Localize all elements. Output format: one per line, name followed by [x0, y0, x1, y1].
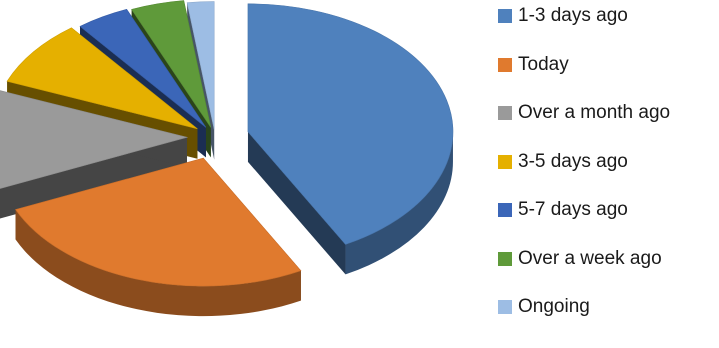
pie-slice [6, 27, 198, 130]
legend-label: 3-5 days ago [518, 150, 628, 172]
legend-item: 5-7 days ago [498, 199, 718, 220]
legend-swatch [498, 9, 512, 23]
pie-slice [247, 3, 454, 245]
legend-swatch [498, 154, 512, 169]
legend-swatch [498, 203, 512, 217]
legend-swatch [498, 300, 512, 314]
legend-swatch [498, 106, 512, 120]
chart-legend: 1-3 days ago Today Over a month ago 3-5 day… [498, 5, 718, 348]
legend-label: Ongoing [518, 296, 590, 317]
pie-slice [15, 157, 302, 287]
legend-label: 1-3 days ago [518, 5, 628, 26]
legend-swatch [498, 251, 512, 266]
legend-item: Over a month ago [498, 102, 718, 123]
legend-label: 5-7 days ago [518, 199, 628, 220]
legend-label: Today [518, 53, 569, 75]
legend-item: 3-5 days ago [498, 150, 718, 172]
legend-item: Over a week ago [498, 247, 718, 269]
pie-slice [131, 0, 212, 128]
pie-slice [79, 8, 207, 128]
legend-swatch [498, 57, 512, 72]
legend-item: Ongoing [498, 296, 718, 317]
legend-item: 1-3 days ago [498, 5, 718, 26]
legend-label: Over a week ago [518, 247, 662, 269]
pie-slice [186, 1, 215, 130]
legend-label: Over a month ago [518, 102, 671, 123]
pie-slice [0, 90, 189, 189]
legend-item: Today [498, 53, 718, 75]
pie-chart [0, 0, 454, 317]
